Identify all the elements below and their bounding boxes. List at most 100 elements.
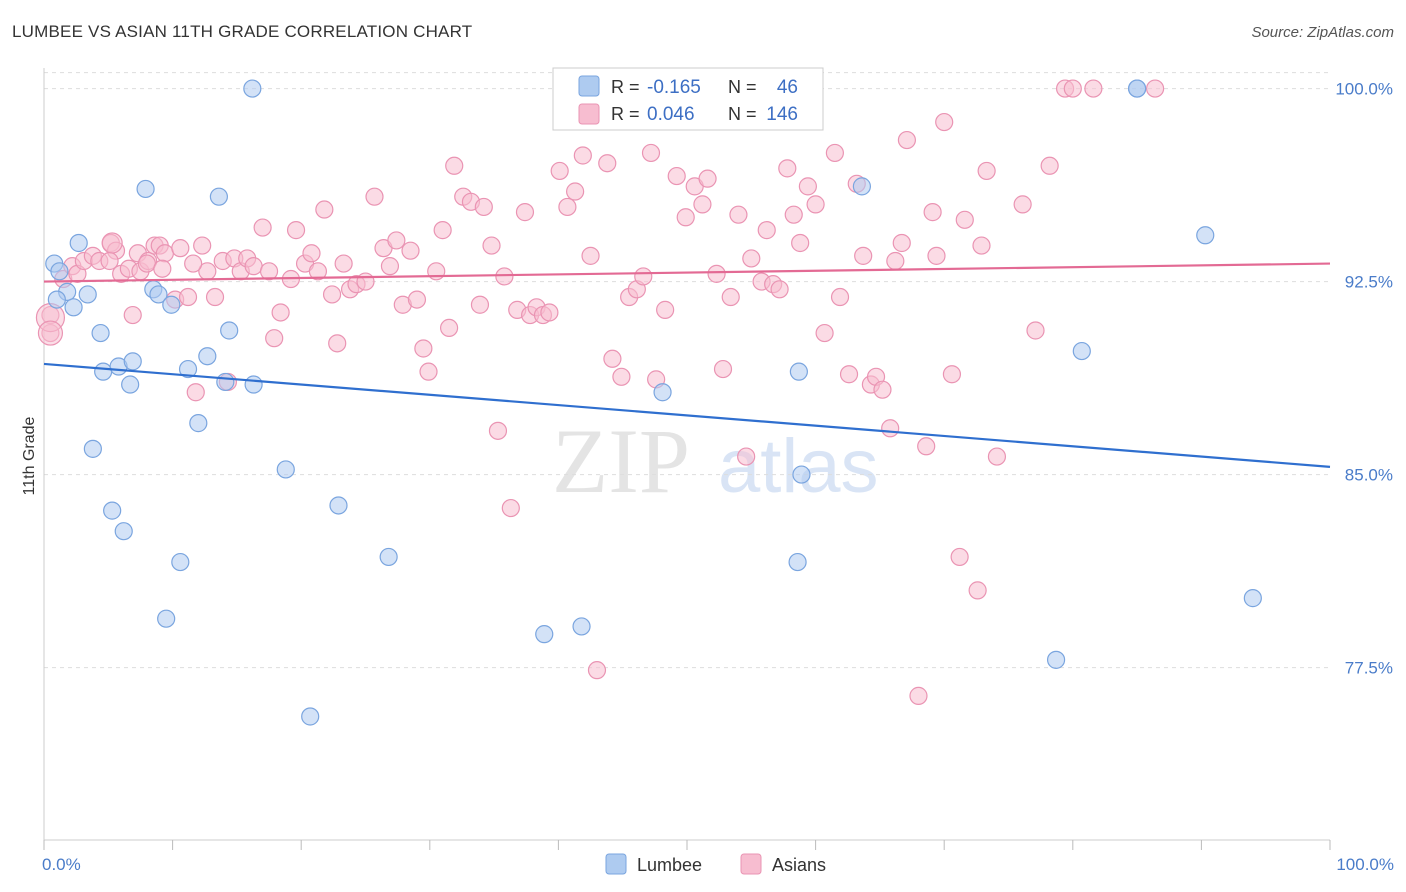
y-tick-label: 77.5% [1345,659,1393,678]
asians-point [540,303,559,322]
asians-point [334,254,353,273]
asians-point [923,203,942,222]
source-label: Source: ZipAtlas.com [1251,24,1394,41]
legend-swatch-lumbee [578,75,600,97]
asians-point [558,197,577,217]
lumbee-trend-line [43,362,1331,468]
asians-point [942,365,962,384]
asians-point [721,287,740,307]
lumbee-point [136,179,155,199]
asians-point [927,246,946,265]
asians-point [641,143,661,163]
asians-point [573,146,592,165]
legend-r-label-asians: R = [611,104,640,124]
asians-point [407,290,427,309]
asians-point [854,246,873,265]
asians-point [474,197,493,217]
asians-point [881,419,900,438]
asians-point [322,285,342,304]
lumbee-point [121,375,140,394]
asians-point [380,257,400,276]
chart-title: LUMBEE VS ASIAN 11TH GRADE CORRELATION C… [12,22,473,41]
asians-point [698,169,717,188]
legend-box: R = -0.165 N = 46 R = 0.046 N = 146 [552,67,824,131]
bottom-legend-label-asians: Asians [772,855,826,875]
asians-point [581,246,600,265]
y-axis-label: 11th Grade [21,416,38,495]
asians-point [302,244,321,263]
asians-point [414,339,433,358]
asians-point [897,130,917,150]
lumbee-point [94,362,113,381]
asians-point [839,365,859,384]
lumbee-point [535,625,554,644]
legend-n-label-lumbee: N = [728,77,757,97]
asians-point [101,232,123,254]
lumbee-point [572,617,591,636]
lumbee-point [653,383,672,402]
asians-point [184,254,203,273]
asians-point [286,221,306,240]
lumbee-point [198,347,217,366]
lumbee-point [189,414,208,433]
asians-point [972,236,991,255]
lumbee-point [69,233,88,253]
asians-point [253,218,272,237]
lumbee-point [209,187,228,206]
asians-point [1146,79,1165,98]
asians-point [387,231,406,250]
lumbee-point [91,323,110,343]
asians-point [656,300,675,319]
lumbee-point [379,547,398,567]
asians-point [612,367,631,386]
bottom-legend: Lumbee Asians [605,853,826,875]
lumbee-point [792,465,811,484]
x-tick-label-min: 0.0% [42,855,81,874]
asians-point [401,241,420,260]
watermark-zip: ZIP [552,410,690,512]
asians-point [482,236,501,255]
asians-point [356,272,375,291]
lumbee-point [852,177,871,196]
y-tick-labels: 77.5% 85.0% 92.5% 100.0% [1335,80,1393,678]
lumbee-point [64,298,83,317]
lumbee-point [1196,226,1215,245]
asians-point [550,161,569,181]
asians-point [667,166,686,186]
asians-point [1084,79,1103,98]
lumbee-point [243,79,262,98]
asians-point [815,323,834,343]
asians-point [365,187,384,206]
legend-r-label-lumbee: R = [611,77,640,97]
x-ticks [43,840,1331,850]
asians-point [598,154,617,173]
asians-point [205,287,225,307]
trend-lines [43,262,1331,468]
asians-point [950,547,969,567]
asians-point [757,221,776,240]
lumbee-point [220,321,239,340]
asians-point [634,267,653,286]
lumbee-point [83,439,102,458]
lumbee-point [789,362,808,381]
asians-point [328,334,347,353]
asians-point [742,249,761,268]
asians-point [100,251,119,271]
lumbee-point [149,285,168,304]
asians-point [171,239,190,258]
lumbee-points [45,79,1262,726]
asians-point [433,221,452,240]
asians-point [495,267,514,286]
bottom-legend-label-lumbee: Lumbee [637,855,702,875]
asians-point [798,177,817,196]
lumbee-point [301,707,320,726]
asians-point [123,305,142,325]
asians-point [186,383,205,402]
lumbee-point [50,262,69,281]
asians-point [153,259,172,278]
asians-point [791,233,810,253]
asians-point [935,112,954,132]
asians-point [955,210,974,229]
asians-point [977,161,996,181]
